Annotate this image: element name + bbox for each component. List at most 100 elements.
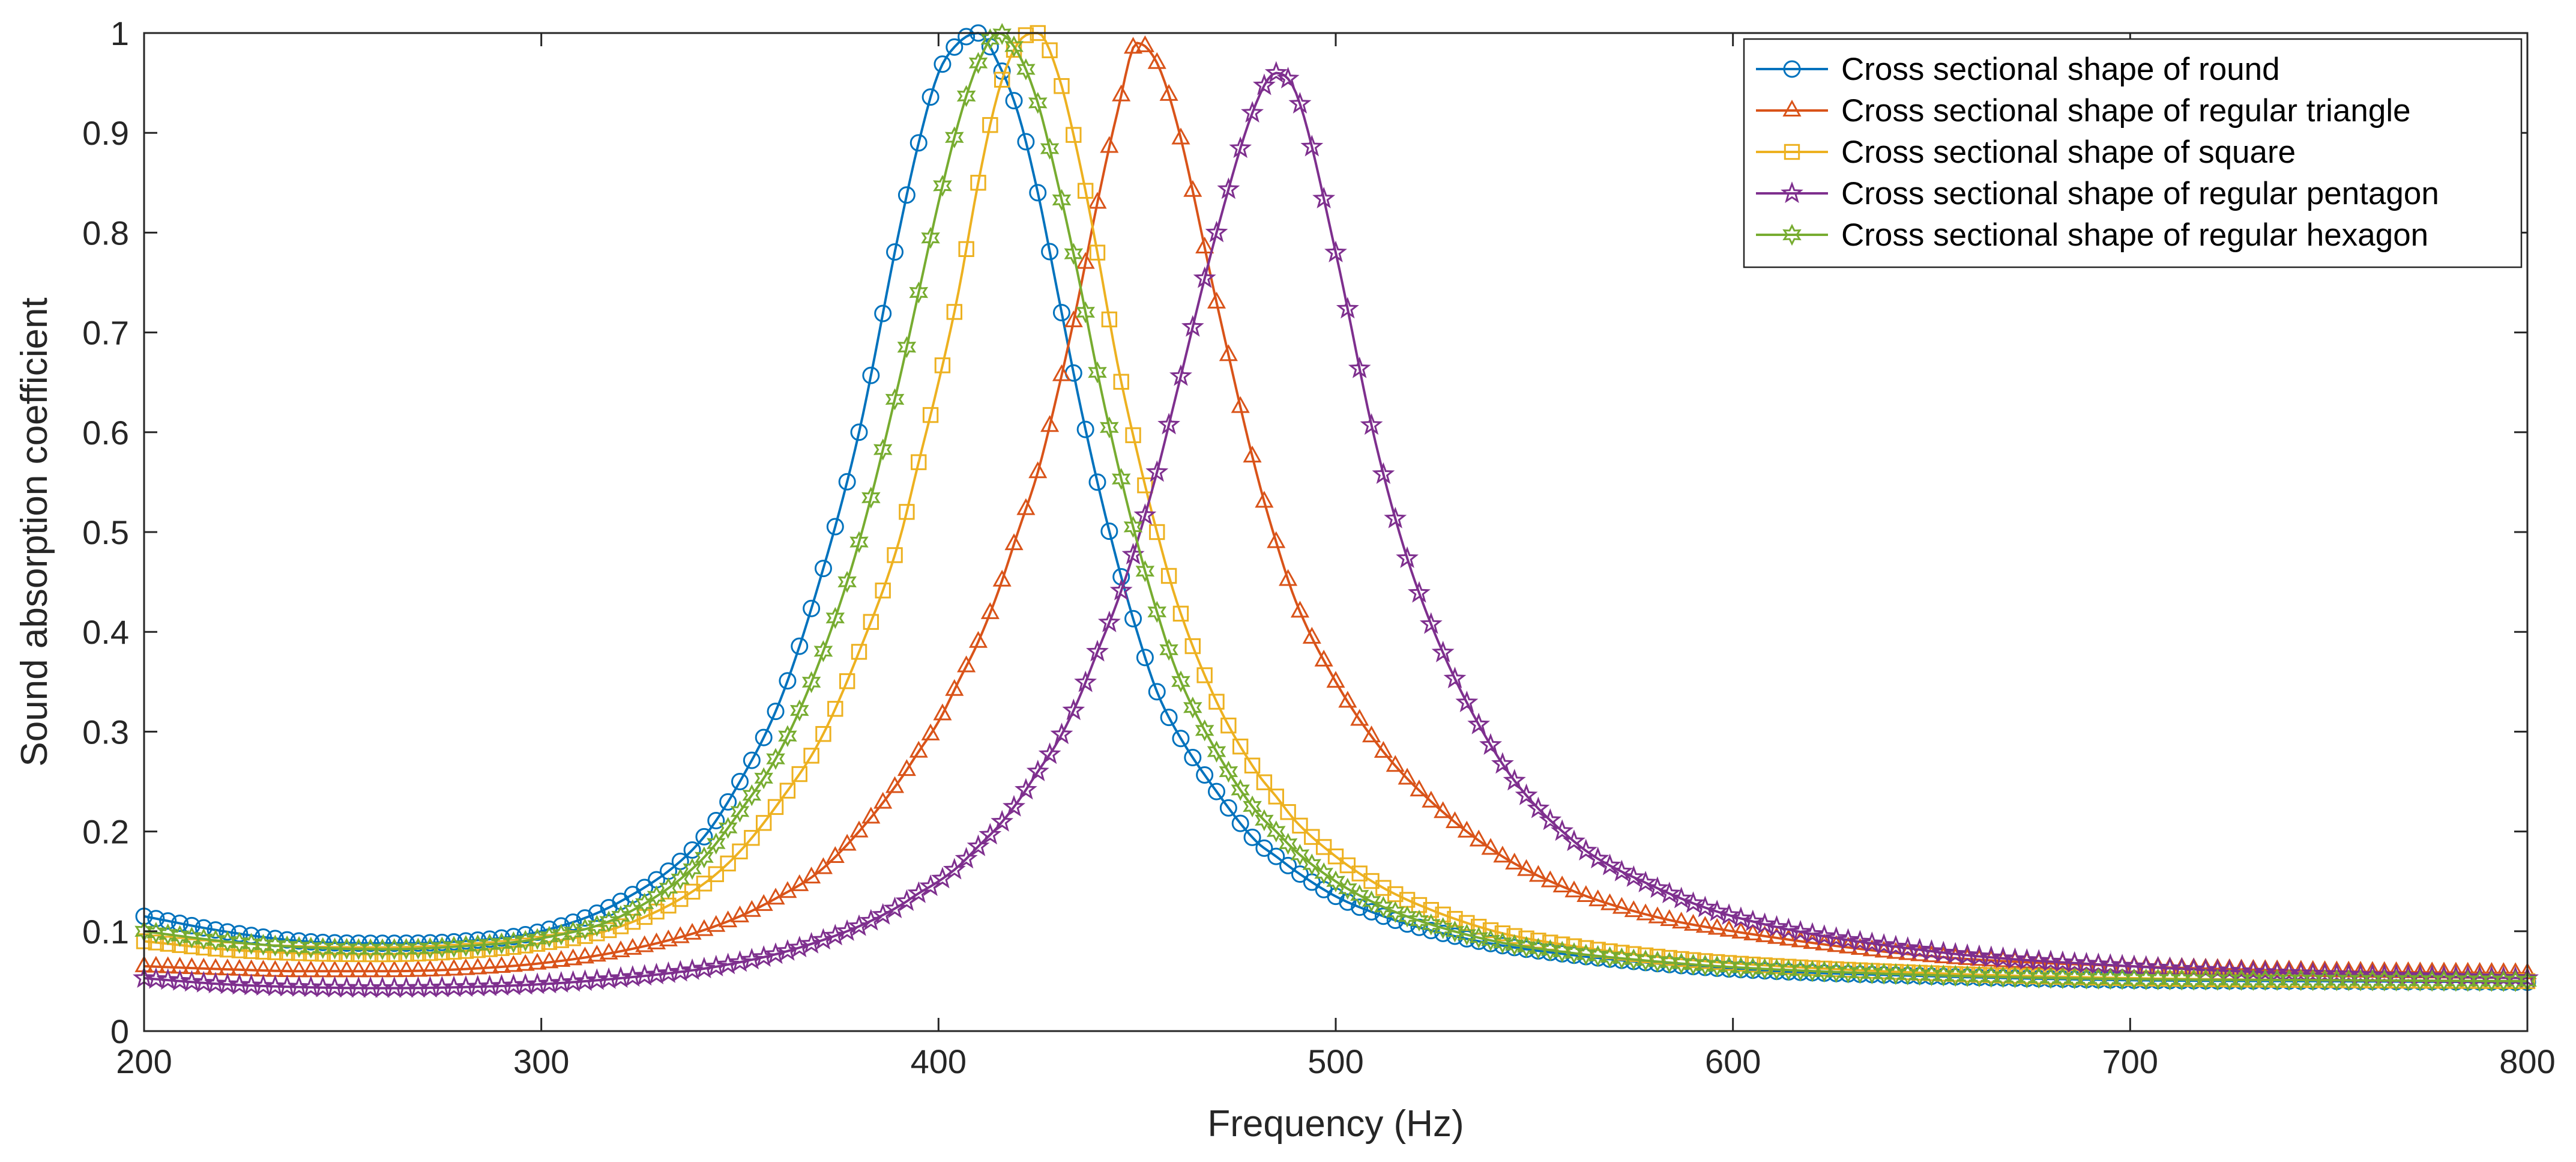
data-point	[1159, 83, 1178, 101]
data-point	[2363, 961, 2382, 978]
data-point	[2291, 960, 2311, 977]
data-point	[1932, 940, 1955, 963]
data-point	[897, 336, 917, 359]
data-point	[1848, 930, 1872, 952]
data-point	[231, 925, 249, 943]
data-point	[1004, 533, 1024, 551]
data-point	[1350, 709, 1369, 726]
data-point	[1694, 895, 1717, 918]
data-point	[1540, 870, 1560, 888]
data-point	[1467, 712, 1491, 734]
data-point	[1326, 671, 1345, 688]
data-point	[684, 883, 701, 900]
data-point	[1208, 782, 1225, 800]
data-point	[1576, 943, 1596, 966]
data-point	[1040, 138, 1060, 160]
data-point	[1527, 796, 1550, 819]
data-point	[1386, 901, 1405, 924]
data-point	[2375, 961, 2394, 978]
data-point	[1074, 670, 1097, 692]
series-3	[133, 61, 2539, 998]
data-point	[171, 915, 189, 933]
data-point	[957, 655, 976, 673]
y-tick-label: 0	[110, 1012, 129, 1050]
data-point	[492, 955, 511, 973]
data-point	[1493, 846, 1512, 863]
data-point	[1172, 605, 1189, 622]
data-point	[1314, 862, 1334, 885]
data-point	[1314, 649, 1333, 667]
data-point	[1517, 859, 1536, 876]
data-point	[730, 905, 750, 922]
data-point	[528, 928, 547, 950]
y-tick-label: 0.9	[82, 114, 129, 152]
data-point	[992, 23, 1012, 45]
data-point	[468, 957, 487, 975]
legend-item-3: Cross sectional shape of regular pentago…	[1756, 176, 2439, 211]
legend-marker	[1783, 60, 1801, 78]
data-point	[1028, 461, 1048, 479]
data-point	[1731, 921, 1751, 939]
data-point	[206, 929, 225, 952]
data-point	[1133, 503, 1157, 525]
data-point	[1052, 364, 1071, 381]
data-point	[657, 961, 680, 983]
data-point	[1648, 950, 1667, 973]
data-point	[1612, 947, 1632, 970]
data-point	[1050, 722, 1073, 745]
data-point	[719, 910, 738, 928]
data-point	[933, 175, 952, 197]
data-point	[1244, 757, 1261, 774]
data-point	[1636, 949, 1655, 972]
data-point	[1018, 27, 1034, 43]
data-point	[1220, 717, 1237, 734]
data-point	[1407, 581, 1431, 603]
y-tick-label: 0.3	[82, 713, 129, 751]
data-point	[1267, 531, 1286, 548]
data-point	[1552, 876, 1572, 893]
data-point	[2267, 959, 2287, 976]
data-point	[1066, 127, 1082, 143]
data-point	[1196, 667, 1213, 683]
data-point	[909, 281, 929, 304]
data-point	[1600, 946, 1620, 969]
data-point	[1755, 925, 1775, 942]
data-point	[420, 960, 439, 977]
data-point	[265, 934, 285, 957]
data-point	[1860, 931, 1884, 954]
data-point	[813, 857, 833, 874]
data-point	[599, 910, 619, 933]
data-point	[1124, 610, 1142, 628]
data-point	[1255, 491, 1274, 508]
data-point	[1539, 808, 1562, 831]
data-point	[1445, 811, 1465, 828]
data-point	[934, 357, 951, 374]
data-point	[1551, 819, 1574, 841]
data-point	[899, 504, 915, 520]
data-point	[695, 828, 713, 846]
data-point	[1278, 832, 1298, 855]
data-point	[635, 892, 654, 915]
y-tick-label: 0.7	[82, 314, 129, 352]
data-point	[207, 921, 225, 939]
data-point	[968, 52, 988, 74]
data-point	[897, 186, 915, 204]
data-point	[732, 843, 748, 860]
data-point	[1086, 640, 1109, 662]
data-point	[849, 531, 869, 553]
data-point	[1563, 829, 1585, 852]
data-point	[1016, 498, 1036, 515]
data-point	[1229, 136, 1252, 159]
data-point	[146, 922, 166, 944]
data-point	[1026, 760, 1049, 782]
data-point	[742, 784, 762, 806]
data-point	[1612, 897, 1631, 914]
data-point	[1683, 953, 1703, 976]
data-point	[585, 968, 609, 990]
data-point	[1372, 462, 1395, 484]
data-point	[970, 175, 986, 191]
data-point	[1908, 937, 1931, 960]
data-point	[1052, 304, 1070, 322]
legend-marker	[1782, 223, 1802, 246]
legend-label: Cross sectional shape of square	[1841, 135, 2296, 170]
